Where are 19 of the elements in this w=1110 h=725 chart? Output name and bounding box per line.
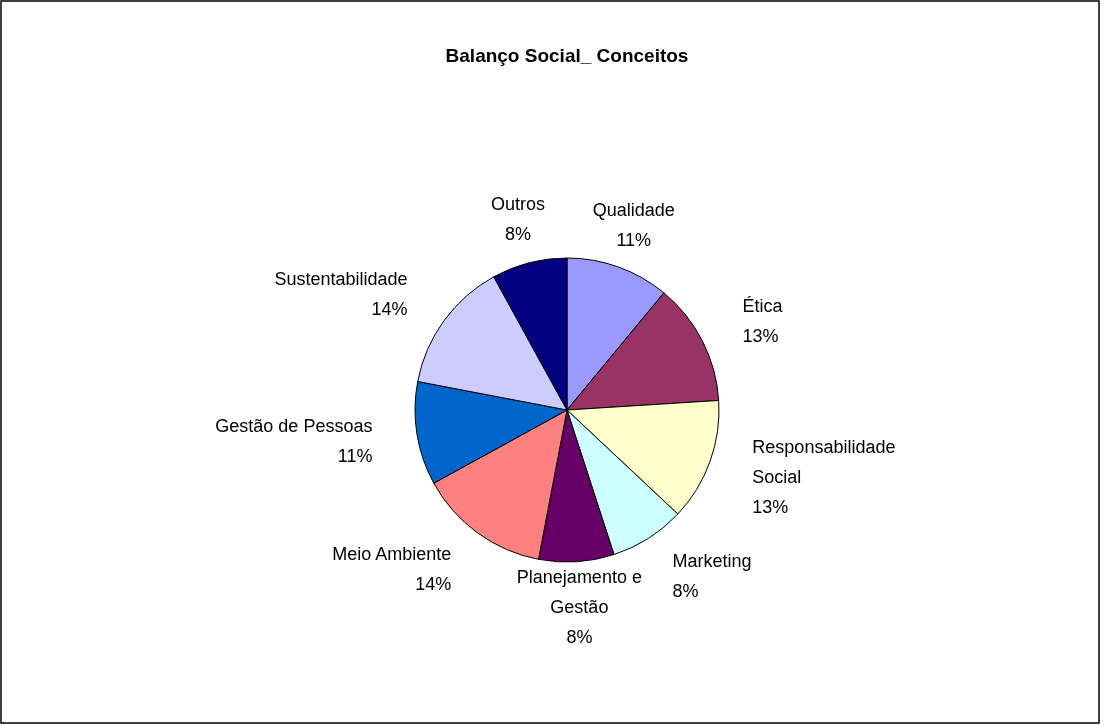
slice-label: Qualidade: [592, 199, 675, 220]
data-label: 8%: [505, 224, 532, 245]
data-label: 13%: [742, 325, 779, 346]
slice-label: Planejamento e Gestão: [516, 566, 642, 617]
slice-label: Responsabilidade Social: [752, 436, 896, 487]
slice-label: Marketing: [672, 551, 752, 572]
slice-label: Ética: [742, 295, 784, 316]
data-label: 8%: [566, 626, 593, 647]
chart-title: Balanço Social_ Conceitos: [445, 45, 689, 66]
data-label: 13%: [752, 496, 789, 517]
slice-label: Outros: [490, 194, 546, 215]
slice-label: Meio Ambiente: [332, 544, 452, 565]
slice-label: Gestão de Pessoas: [215, 415, 373, 436]
data-label: 14%: [371, 299, 408, 320]
slice-label: Sustentabilidade: [274, 269, 408, 290]
data-label: 11%: [337, 445, 373, 466]
data-label: 14%: [415, 574, 452, 595]
data-label: 8%: [672, 581, 699, 602]
data-label: 11%: [616, 229, 652, 250]
